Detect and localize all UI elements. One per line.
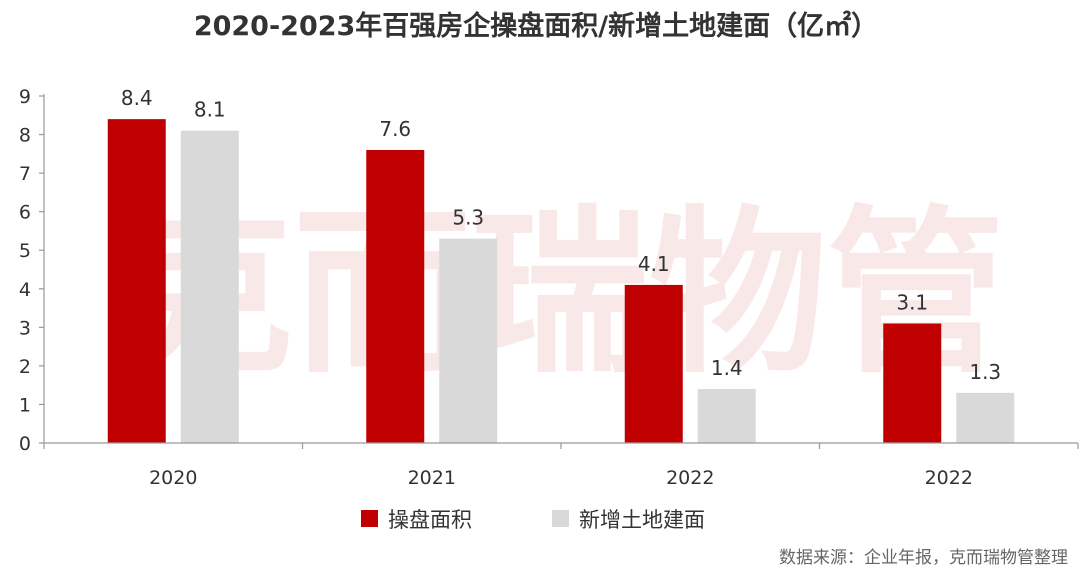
legend-item: 新增土地建面: [552, 508, 705, 532]
data-label: 7.6: [379, 117, 411, 141]
source-note: 数据来源：企业年报，克而瑞物管整理: [779, 548, 1068, 568]
x-tick-label: 2022: [925, 467, 973, 489]
x-tick-label: 2022: [666, 467, 714, 489]
data-label: 1.3: [969, 360, 1001, 384]
chart-title: 2020-2023年百强房企操盘面积/新增土地建面（亿㎡）: [194, 10, 878, 42]
watermark: 克而瑞物管: [115, 190, 1005, 397]
y-tick-label: 0: [19, 433, 31, 455]
data-label: 8.4: [121, 86, 153, 110]
legend-item: 操盘面积: [361, 508, 472, 532]
legend: 操盘面积 新增土地建面: [361, 508, 705, 532]
data-label: 8.1: [194, 98, 226, 122]
data-label: 4.1: [638, 252, 670, 276]
data-labels: 8.4 8.1 7.6 5.3 4.1 1.4 3.1 1.3: [121, 86, 1001, 384]
data-label: 1.4: [711, 356, 743, 380]
legend-label: 操盘面积: [388, 508, 472, 532]
y-tick-label: 6: [19, 202, 31, 224]
bar: [366, 149, 425, 443]
x-tick-label: 2021: [408, 467, 456, 489]
y-tick-label: 9: [19, 86, 31, 108]
y-tick-label: 2: [19, 356, 31, 378]
bar: [107, 119, 166, 443]
bar: [180, 130, 239, 443]
bar: [624, 284, 683, 443]
bar: [956, 392, 1015, 443]
x-axis: 2020 2021 2022 2022: [43, 442, 1079, 489]
y-tick-label: 8: [19, 125, 31, 147]
legend-swatch: [552, 510, 569, 527]
bar: [439, 238, 498, 443]
y-tick-label: 1: [19, 394, 31, 416]
y-tick-label: 7: [19, 163, 31, 185]
y-axis: 0 1 2 3 4 5 6 7 8 9: [19, 86, 45, 455]
data-label: 5.3: [452, 206, 484, 230]
y-tick-label: 3: [19, 317, 31, 339]
x-tick-label: 2020: [149, 467, 197, 489]
data-label: 3.1: [896, 290, 928, 314]
bar: [883, 323, 942, 443]
y-tick-label: 4: [19, 279, 31, 301]
bar: [697, 389, 756, 443]
y-tick-label: 5: [19, 240, 31, 262]
legend-swatch: [361, 510, 378, 527]
bars: [107, 119, 1015, 443]
legend-label: 新增土地建面: [579, 508, 705, 532]
